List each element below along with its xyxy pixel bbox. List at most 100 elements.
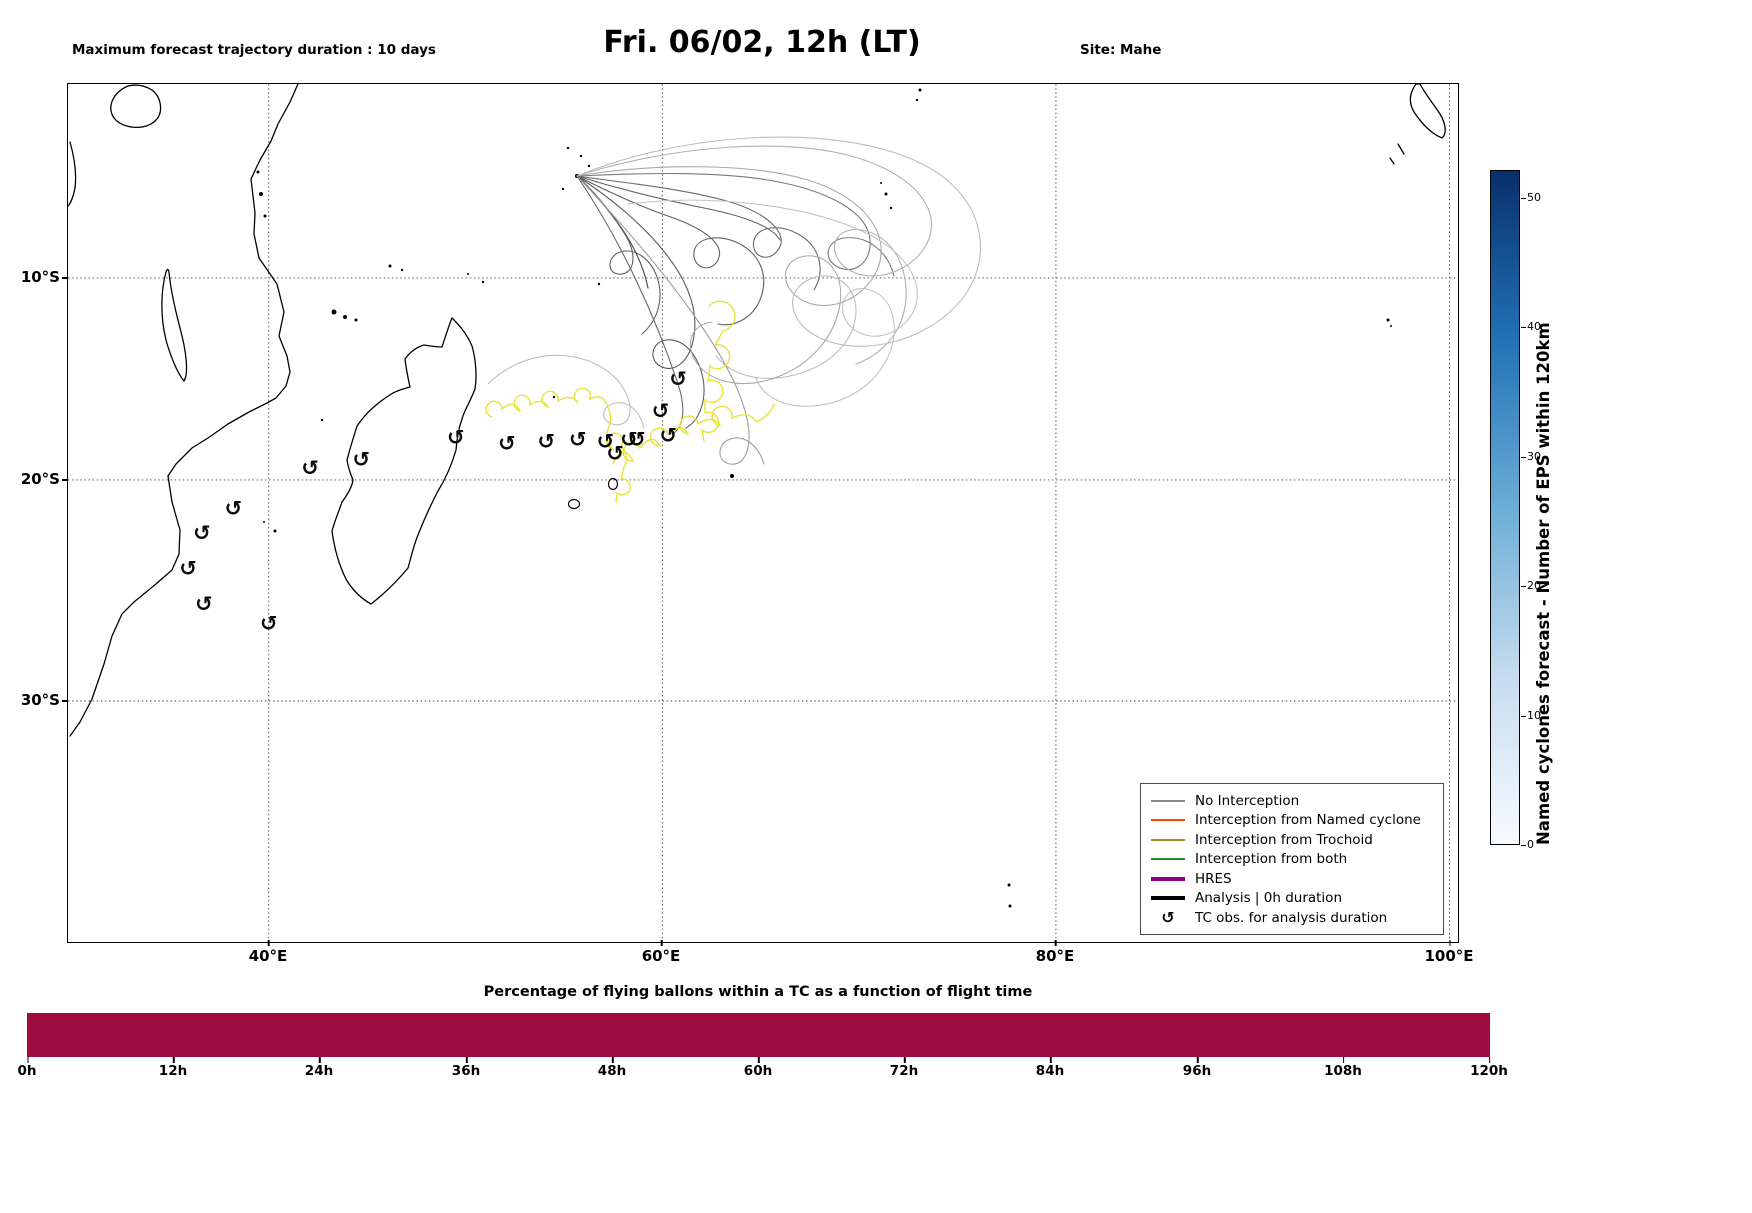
colorbar-tick-50: 50 (1521, 191, 1541, 204)
trochoid-trajectory (612, 403, 775, 465)
legend-row-hres: HRES (1151, 869, 1433, 888)
tc-observation-markers: ↺↺↺ ↺ ↺ ↺ ↺ ↺↺ ↺↺↺↺↺↺↺↺↺ (179, 367, 687, 636)
colorbar (1490, 170, 1520, 845)
island-tromelin (552, 395, 556, 399)
island-dot (263, 214, 267, 218)
eps-trajectory-light (487, 354, 645, 429)
island-maldives (918, 88, 922, 92)
legend-line-sample (1151, 799, 1185, 802)
bottom-xtick-24h: 24h (304, 1057, 334, 1079)
info-line: Site: Mahe (1080, 42, 1162, 58)
balloon-percentage-bar (27, 1013, 1490, 1057)
coastline-east-africa (69, 84, 299, 737)
island-seychelles (587, 164, 591, 168)
legend-row-analysis: Analysis | 0h duration (1151, 889, 1433, 908)
trajectory-lines (485, 136, 982, 503)
eps-trajectory-light (627, 199, 918, 407)
legend-row-both: Interception from both (1151, 850, 1433, 869)
legend-row-named-cyclone: Interception from Named cyclone (1151, 811, 1433, 830)
tc-obs-marker: ↺ (447, 426, 465, 450)
legend-row-trochoid: Interception from Trochoid (1151, 830, 1433, 849)
colorbar-tick-30: 30 (1521, 450, 1541, 463)
island-comoros (354, 318, 358, 322)
legend-label: TC obs. for analysis duration (1195, 909, 1388, 926)
legend-label: Interception from both (1195, 851, 1348, 867)
tc-obs-marker: ↺ (193, 521, 211, 545)
bottom-xtick-60h: 60h (743, 1057, 773, 1079)
eps-trajectory-dark (576, 175, 781, 241)
tc-obs-marker: ↺ (569, 428, 587, 452)
tc-obs-legend-icon: ↺ (1161, 907, 1175, 927)
eps-trajectory-dark (576, 175, 705, 429)
coastline-madagascar (331, 317, 477, 605)
eps-trajectory-dark (576, 175, 765, 326)
island-cocos (1390, 325, 1392, 327)
island-rodrigues (730, 474, 734, 478)
colorbar-tick-40: 40 (1521, 320, 1541, 333)
island-comoros (343, 315, 347, 319)
eps-trajectory-dark (576, 175, 821, 291)
island-reunion (567, 498, 581, 510)
bottom-xtick-72h: 72h (889, 1057, 919, 1079)
tc-obs-marker: ↺ (195, 592, 213, 616)
legend-line-sample (1151, 896, 1185, 900)
tc-obs-marker: ↺ (669, 367, 687, 391)
map-xtick-80e: 80°E (1035, 940, 1075, 965)
island-dot (467, 273, 469, 275)
lake-malawi (161, 268, 188, 382)
map-canvas: ↺↺↺ ↺ ↺ ↺ ↺ ↺↺ ↺↺↺↺↺↺↺↺↺ (68, 84, 1458, 942)
tc-obs-marker: ↺ (596, 430, 614, 454)
island-cocos (1386, 318, 1390, 322)
legend-label: No Interception (1195, 792, 1300, 809)
legend-row-no-interception: No Interception (1151, 791, 1433, 810)
island-amsterdam (1008, 904, 1012, 908)
colorbar-tick-10: 10 (1521, 709, 1541, 722)
island-chagos (889, 206, 893, 210)
tc-obs-marker: ↺ (606, 442, 624, 466)
legend-label: Analysis | 0h duration (1195, 890, 1342, 906)
tc-obs-marker: ↺ (179, 556, 197, 580)
coastlines (68, 84, 1446, 737)
legend-label: HRES (1195, 870, 1232, 887)
island-farquhar (481, 280, 485, 284)
colorbar-tick-20: 20 (1521, 579, 1541, 592)
tc-obs-marker: ↺ (537, 430, 555, 454)
map-ytick-30s: 30°S (8, 691, 68, 709)
island-juan-de-nova (320, 418, 324, 422)
bottom-xtick-12h: 12h (158, 1057, 188, 1079)
tc-obs-marker: ↺ (498, 432, 516, 456)
legend-label: Interception from Trochoid (1195, 831, 1373, 848)
tc-obs-marker: ↺ (352, 448, 370, 472)
island-bassas (263, 521, 265, 523)
map-legend: No Interception Interception from Named … (1140, 783, 1444, 935)
bottom-xtick-96h: 96h (1182, 1057, 1212, 1079)
lake-tanganyika (68, 141, 77, 207)
map-ytick-10s: 10°S (8, 268, 68, 286)
bottom-xtick-0h: 0h (17, 1057, 37, 1079)
bottom-xtick-108h: 108h (1324, 1057, 1362, 1079)
lake-victoria (110, 84, 162, 128)
eps-trajectory-light (576, 166, 882, 385)
tc-obs-marker: ↺ (659, 423, 677, 447)
eps-trajectory-mid (576, 172, 895, 277)
map-xtick-100e: 100°E (1424, 940, 1474, 965)
bottom-chart-title: Percentage of flying ballons within a TC… (483, 984, 1033, 1000)
eps-trajectory-dark (576, 175, 684, 435)
bottom-xtick-120h: 120h (1470, 1057, 1508, 1079)
map-xtick-40e: 40°E (248, 940, 288, 965)
coastline-sumatra-islet (1389, 143, 1405, 165)
coastline-sumatra (1409, 84, 1446, 139)
island-mauritius (607, 477, 619, 491)
legend-line-sample (1151, 819, 1185, 821)
tc-obs-marker: ↺ (620, 428, 638, 452)
island-maldives (915, 98, 919, 102)
bottom-xtick-48h: 48h (597, 1057, 627, 1079)
tc-obs-marker: ↺ (301, 456, 319, 480)
eps-trajectory-dark (576, 175, 661, 335)
param-line: Maximum forecast trajectory duration : 1… (72, 42, 436, 58)
legend-line-sample (1151, 838, 1185, 841)
small-islands (256, 88, 1392, 908)
island-dot (259, 192, 263, 196)
tc-obs-marker: ↺ (628, 428, 646, 452)
eps-trajectory-light (576, 175, 765, 465)
